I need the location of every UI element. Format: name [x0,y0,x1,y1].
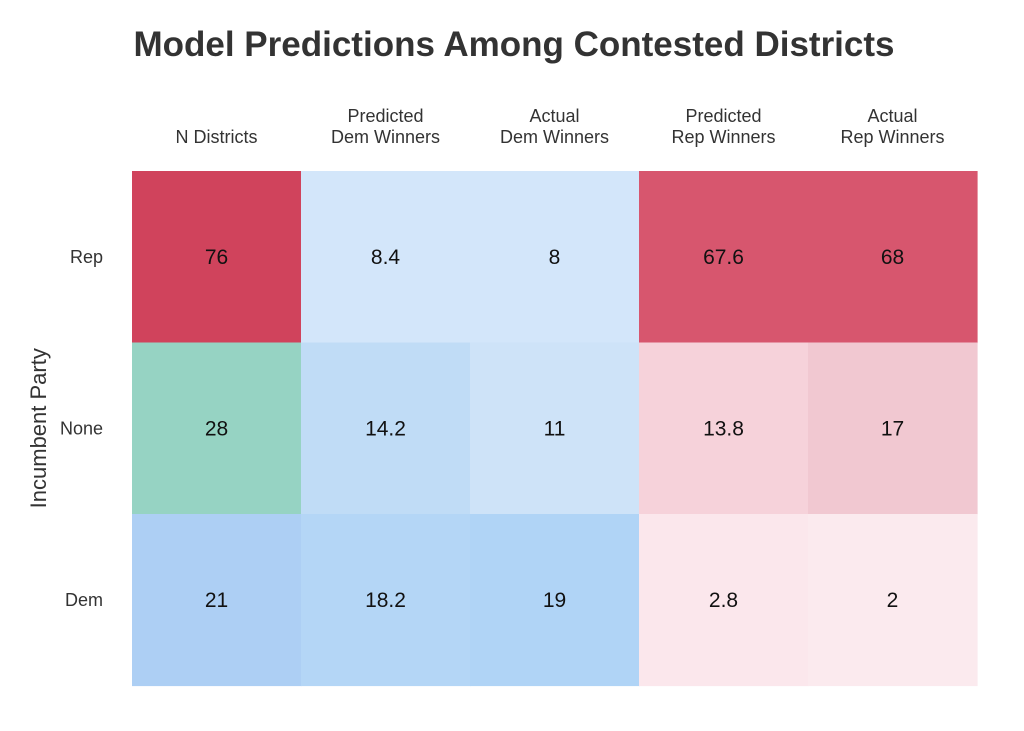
cell-value-label: 28 [205,417,228,440]
heatmap-cell [301,342,471,515]
column-label: N Districts [176,127,258,147]
column-label: Dem Winners [331,127,440,147]
column-label: Dem Winners [500,127,609,147]
cell-value-label: 8.4 [371,246,401,269]
cell-value-label: 19 [543,589,566,612]
cell-value-label: 76 [205,246,228,269]
cell-value-label: 21 [205,589,228,612]
column-label: Predicted [347,106,423,126]
row-label: Rep [70,247,103,267]
heatmap-cells: 76 8.4 8 67.6 68 28 14.2 11 13.8 17 21 18.2 19 2.8 2 [132,171,978,687]
heatmap-cell [470,171,640,344]
row-label: Dem [65,590,103,610]
heatmap-cell [132,342,302,515]
heatmap-cell [808,171,978,344]
column-label: Actual [867,106,917,126]
cell-value-label: 68 [881,246,904,269]
cell-value-label: 8 [549,246,561,269]
heatmap-cell [132,171,302,344]
heatmap-cell [132,514,302,687]
heatmap-cell [639,514,809,687]
heatmap-cell [301,171,471,344]
heatmap-cell [808,342,978,515]
cell-value-label: 67.6 [703,246,744,269]
chart-title: Model Predictions Among Contested Distri… [133,25,894,64]
cell-value-label: 13.8 [703,417,744,440]
heatmap-cell [639,342,809,515]
cell-value-label: 17 [881,417,904,440]
cell-value-label: 2 [887,589,899,612]
cell-value-label: 18.2 [365,589,406,612]
heatmap-cell [808,514,978,687]
heatmap-cell [639,171,809,344]
heatmap-cell [470,342,640,515]
y-axis-label: Incumbent Party [26,348,51,508]
column-label: Rep Winners [840,127,944,147]
column-label: Rep Winners [671,127,775,147]
row-labels: Rep None Dem [60,247,103,610]
column-label: Predicted [685,106,761,126]
cell-value-label: 11 [544,417,566,440]
column-label: Actual [529,106,579,126]
cell-value-label: 2.8 [709,589,738,612]
heatmap-cell [301,514,471,687]
heatmap-cell [470,514,640,687]
cell-value-label: 14.2 [365,417,406,440]
row-label: None [60,418,103,438]
